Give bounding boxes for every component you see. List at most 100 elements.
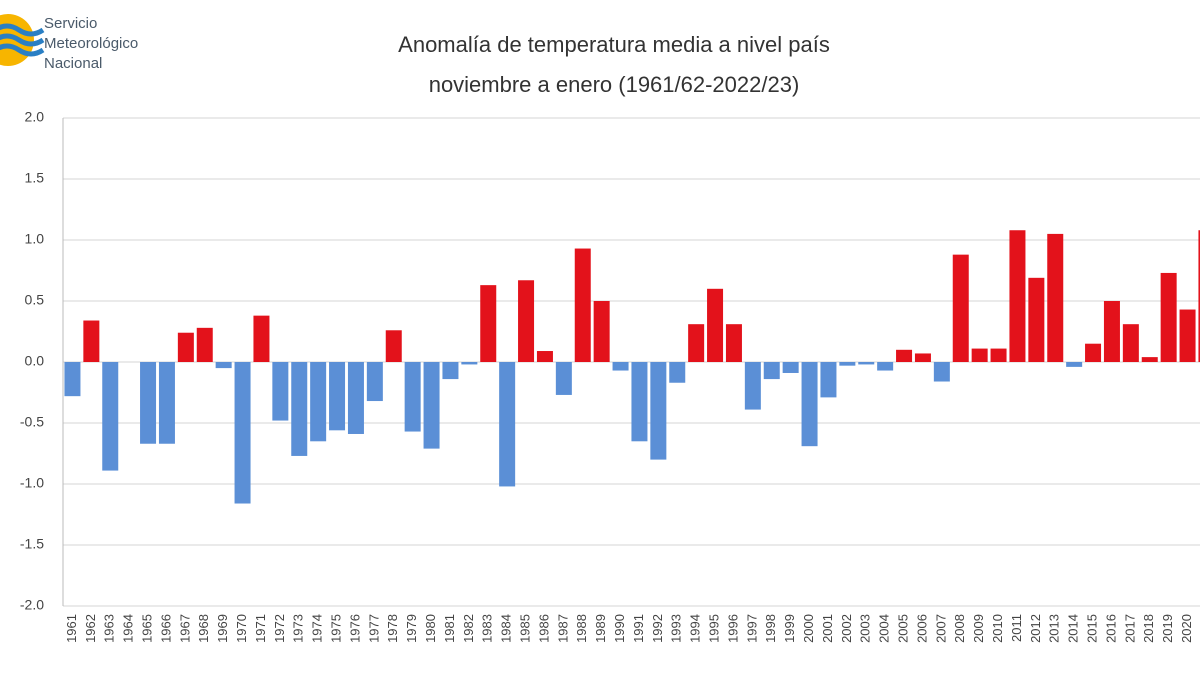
bar — [196, 327, 213, 362]
x-tick-label: 2017 — [1122, 614, 1137, 643]
bar — [707, 288, 724, 362]
x-tick-label: 1964 — [121, 614, 136, 643]
chart-title: Anomalía de temperatura media a nivel pa… — [398, 32, 830, 57]
x-tick-label: 1980 — [423, 614, 438, 643]
x-tick-label: 2000 — [801, 614, 816, 643]
x-tick-label: 1979 — [404, 614, 419, 643]
bar — [347, 362, 364, 434]
bar — [1066, 362, 1083, 367]
bar — [896, 349, 913, 362]
x-tick-label: 1999 — [782, 614, 797, 643]
x-tick-label: 1982 — [461, 614, 476, 643]
bar — [253, 315, 270, 362]
bar — [518, 280, 535, 362]
x-tick-label: 1965 — [139, 614, 154, 643]
x-tick-label: 2001 — [820, 614, 835, 643]
x-tick-label: 1962 — [83, 614, 98, 643]
bar — [158, 362, 175, 444]
x-tick-label: 1970 — [234, 614, 249, 643]
x-tick-label: 1974 — [310, 614, 325, 643]
bar — [291, 362, 308, 456]
bar — [1103, 301, 1120, 362]
x-tick-label: 2005 — [895, 614, 910, 643]
logo-text: Nacional — [44, 55, 102, 72]
bar — [1141, 357, 1158, 362]
bar — [310, 362, 327, 442]
bar — [215, 362, 232, 369]
bar — [272, 362, 289, 421]
bar — [669, 362, 686, 383]
x-tick-label: 1973 — [291, 614, 306, 643]
bar — [688, 324, 705, 362]
bar — [64, 362, 81, 397]
bar — [442, 362, 459, 380]
bar — [1160, 272, 1177, 362]
bar — [1122, 324, 1139, 362]
x-tick-label: 2011 — [1009, 614, 1024, 642]
bar — [971, 348, 988, 362]
x-tick-label: 1972 — [272, 614, 287, 643]
x-tick-label: 1987 — [555, 614, 570, 643]
x-tick-label: 2020 — [1179, 614, 1194, 643]
x-tick-label: 2021 — [1198, 614, 1200, 643]
x-tick-label: 2008 — [952, 614, 967, 643]
y-tick-label: -2.0 — [20, 597, 44, 613]
bar — [914, 353, 931, 362]
x-tick-label: 1996 — [725, 614, 740, 643]
bar — [574, 248, 591, 362]
bar — [782, 362, 799, 373]
x-tick-label: 2009 — [971, 614, 986, 643]
x-tick-label: 1989 — [593, 614, 608, 643]
x-tick-label: 2007 — [933, 614, 948, 643]
bar — [480, 285, 497, 362]
x-tick-label: 1984 — [499, 614, 514, 643]
x-tick-label: 2006 — [914, 614, 929, 643]
y-tick-label: 0.5 — [25, 292, 45, 308]
bar — [102, 362, 119, 471]
bar — [612, 362, 629, 371]
x-tick-label: 1993 — [669, 614, 684, 643]
bar — [1198, 230, 1200, 362]
y-tick-label: -1.0 — [20, 475, 44, 491]
bar — [140, 362, 157, 444]
x-tick-label: 2013 — [1047, 614, 1062, 643]
bar — [763, 362, 780, 380]
x-tick-label: 1997 — [744, 614, 759, 643]
bar — [536, 351, 553, 362]
x-tick-label: 2019 — [1160, 614, 1175, 643]
x-tick-label: 1998 — [763, 614, 778, 643]
x-tick-label: 2014 — [1066, 614, 1081, 643]
x-tick-label: 2016 — [1103, 614, 1118, 643]
bar — [1047, 233, 1064, 362]
x-tick-label: 1990 — [612, 614, 627, 643]
x-tick-label: 1967 — [177, 614, 192, 643]
bar — [820, 362, 837, 398]
x-tick-label: 1988 — [574, 614, 589, 643]
x-tick-label: 2004 — [877, 614, 892, 643]
bar — [990, 348, 1007, 362]
bar — [404, 362, 421, 432]
x-tick-label: 1986 — [536, 614, 551, 643]
logo-text: Meteorológico — [44, 35, 138, 52]
y-tick-label: 0.0 — [25, 353, 45, 369]
y-tick-label: 1.5 — [25, 170, 45, 186]
bar — [461, 362, 478, 365]
bar — [555, 362, 572, 395]
bar — [385, 330, 402, 362]
bar — [499, 362, 516, 487]
x-tick-label: 1969 — [215, 614, 230, 643]
x-tick-label: 1977 — [366, 614, 381, 643]
x-tick-label: 1971 — [253, 614, 268, 643]
bar — [744, 362, 761, 410]
bar — [877, 362, 894, 371]
x-tick-label: 1966 — [158, 614, 173, 643]
bar — [593, 301, 610, 362]
x-tick-label: 1985 — [517, 614, 532, 643]
bar — [650, 362, 667, 460]
bar — [1028, 277, 1045, 362]
x-tick-label: 1961 — [64, 614, 79, 643]
bar — [329, 362, 346, 431]
x-tick-label: 1963 — [102, 614, 117, 643]
x-tick-label: 2012 — [1028, 614, 1043, 643]
